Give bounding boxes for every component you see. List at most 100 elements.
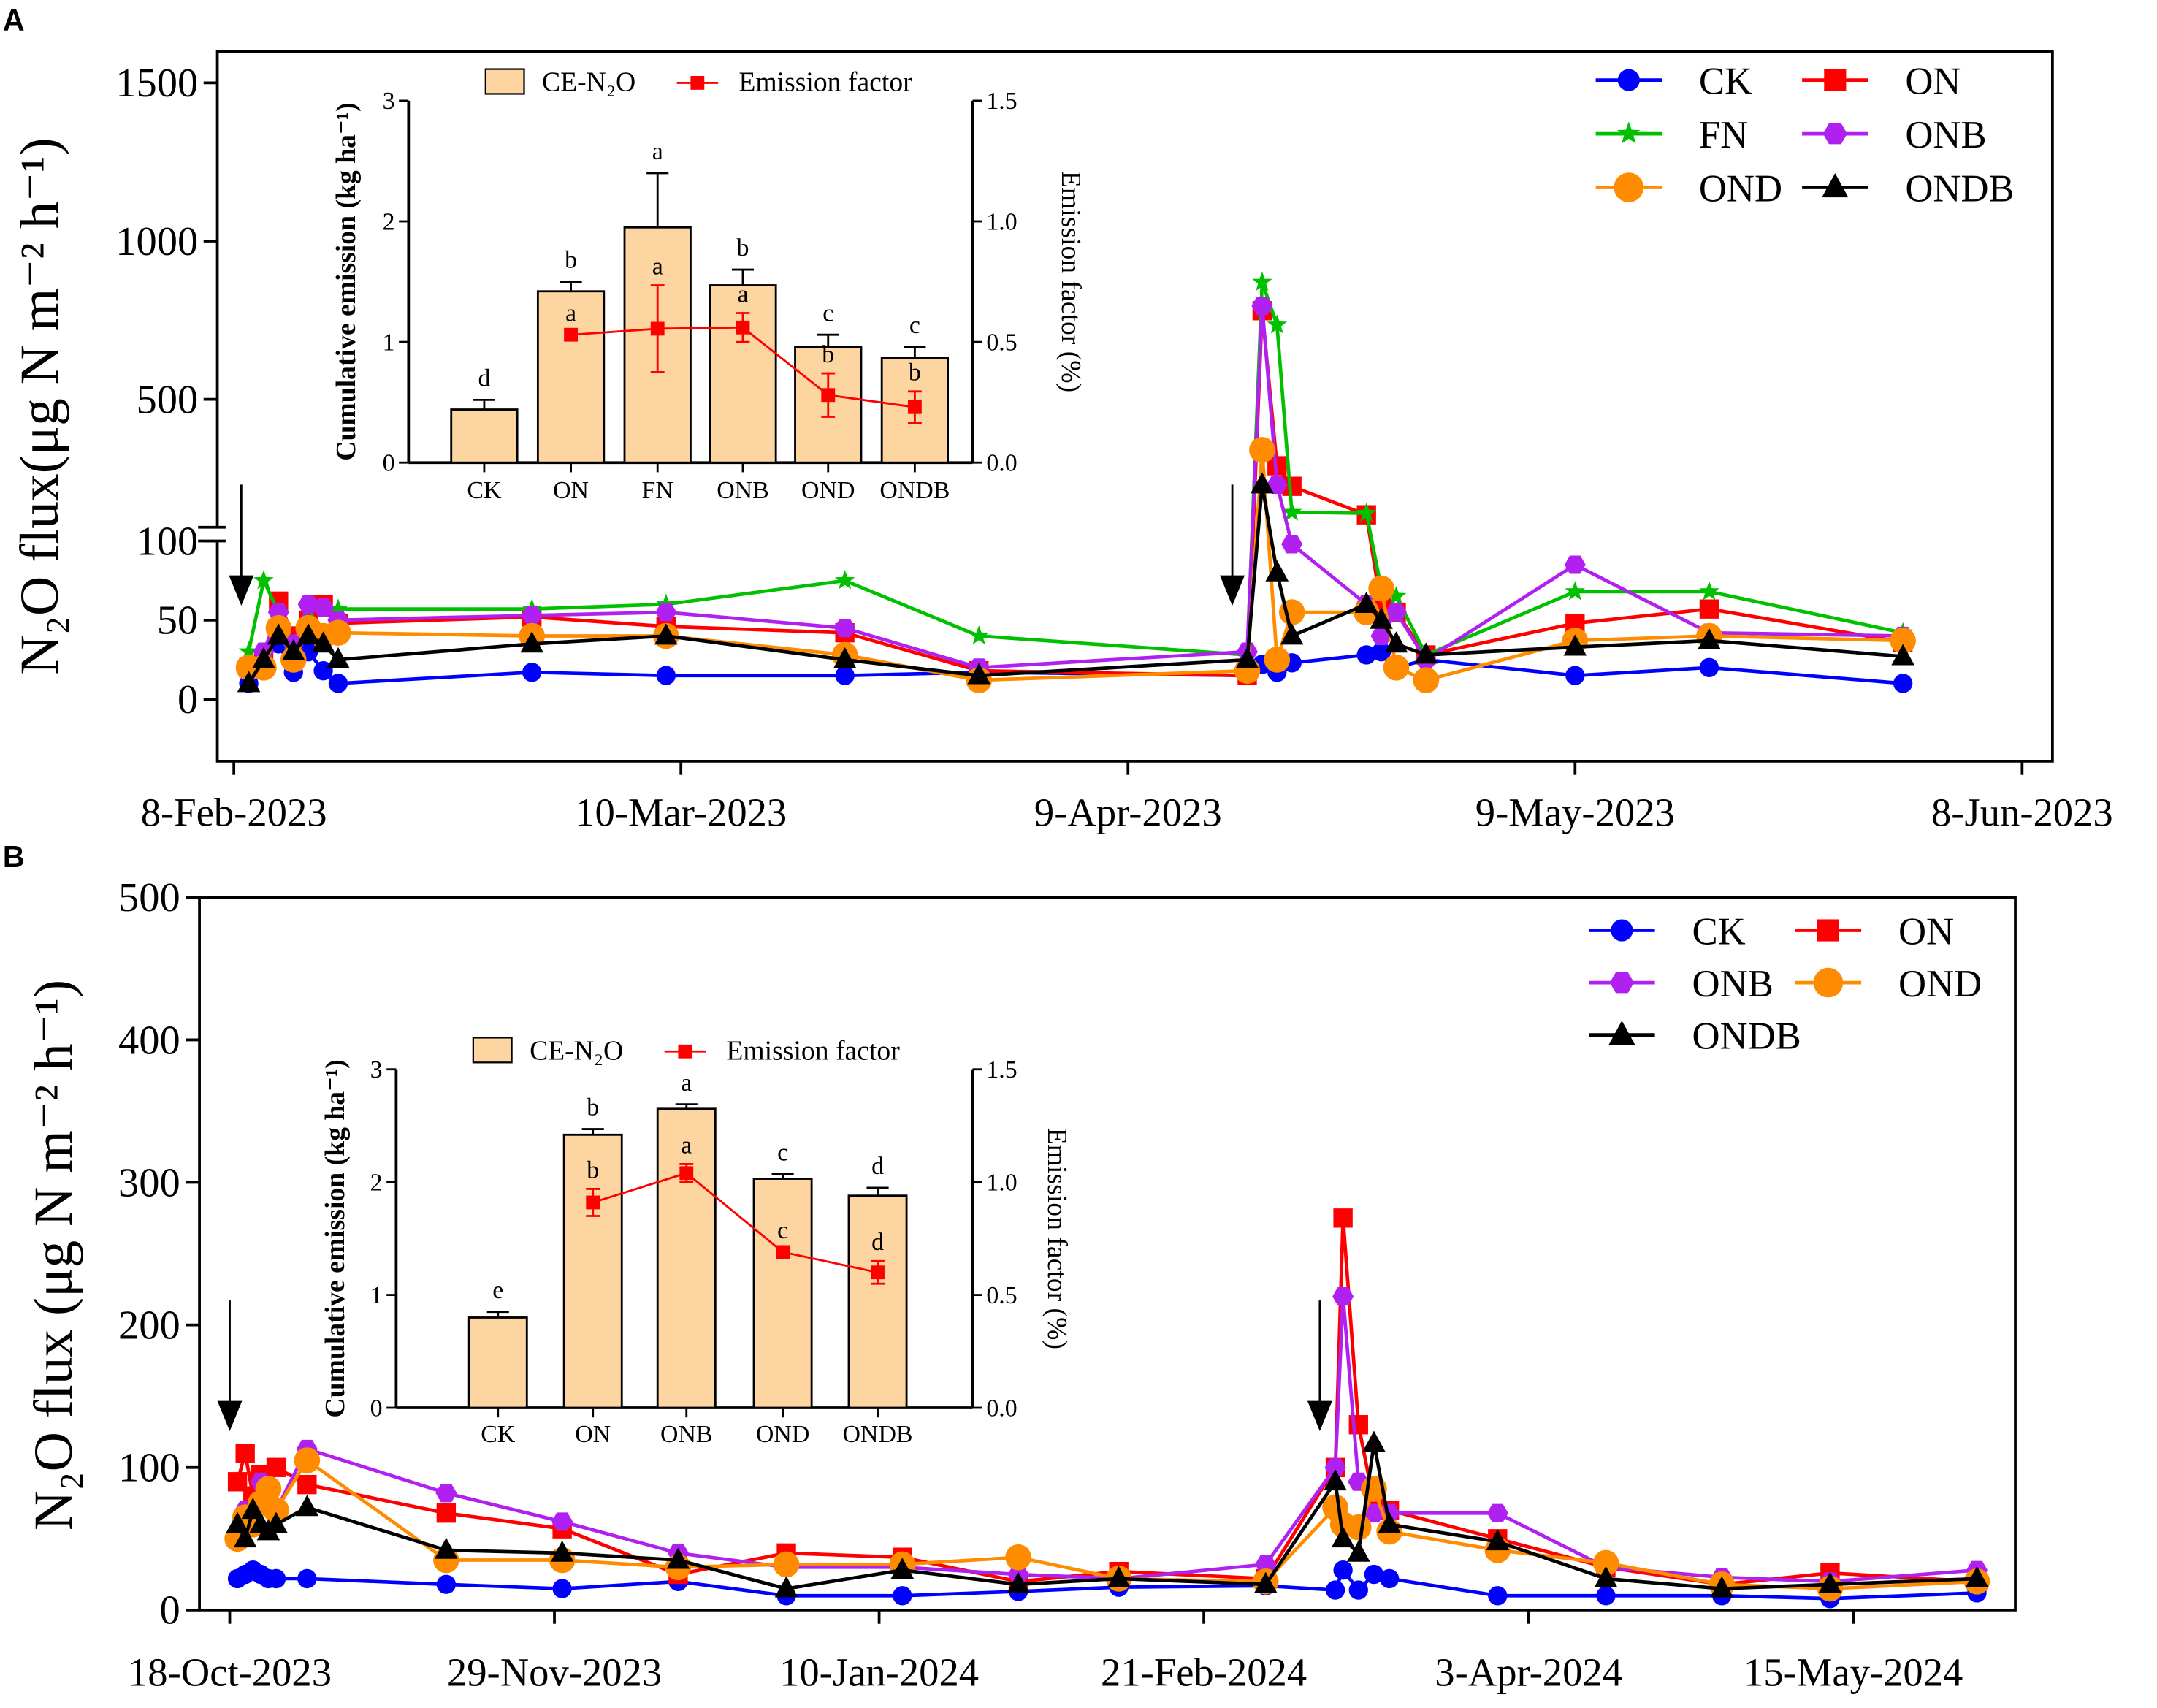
inset-y2-tick-label: 1.5: [986, 88, 1017, 115]
data-point: [1005, 1544, 1031, 1571]
legend-item-fn: FN: [1595, 114, 1748, 156]
data-point: [1486, 1529, 1510, 1551]
legend-item-ondb: ONDB: [1589, 1015, 1801, 1057]
data-point: [1324, 1458, 1346, 1477]
data-point: [833, 647, 857, 668]
x-tick-label: 8-Feb-2023: [141, 790, 327, 834]
data-point: [1710, 1576, 1734, 1598]
series-ondb: [226, 1430, 1989, 1598]
inset-x-tick-label: ON: [553, 477, 589, 504]
x-tick-label: 9-Apr-2023: [1034, 790, 1222, 834]
data-point: [435, 1484, 457, 1503]
panel-a-chart: 0 50 100 500 1000 1500 8-Feb-2023 10-Mar-2023 9-…: [9, 50, 2113, 834]
data-point: [1364, 1564, 1384, 1585]
data-point: [890, 1558, 915, 1579]
panel-letter-b: B: [3, 839, 25, 874]
inset-bar: [656, 1107, 717, 1409]
inset-y2-tick-label: 1.0: [986, 208, 1017, 235]
legend-label: ONB: [1905, 114, 1986, 156]
data-point: [263, 1497, 289, 1524]
inset-ef-letter: a: [737, 281, 748, 308]
inset-y2-tick-label: 1.0: [986, 1169, 1017, 1196]
data-point: [1249, 437, 1275, 463]
legend-item-ond: OND: [1795, 963, 1982, 1005]
inset-ef-point: [871, 1265, 885, 1280]
data-point: [967, 663, 991, 685]
data-point: [522, 663, 542, 682]
x-tick-label: 29-Nov-2023: [447, 1650, 662, 1694]
data-point: [226, 1511, 249, 1533]
y-tick-label: 1500: [115, 61, 198, 106]
data-point: [266, 1568, 286, 1589]
inset-y-tick-label: 2: [383, 208, 395, 235]
data-point: [1596, 1586, 1616, 1606]
data-point: [1414, 642, 1438, 664]
legend-item-on: ON: [1802, 60, 1961, 102]
y-axis-label: N₂O flux (μg N m⁻² h⁻¹): [23, 980, 84, 1530]
inset-bar: [562, 1133, 623, 1409]
y-tick-label: 100: [118, 1446, 180, 1491]
inset-bar: [536, 290, 606, 464]
data-point: [252, 647, 275, 668]
inset-ef-letter: d: [871, 1229, 884, 1256]
inset-bar-letter: b: [737, 235, 749, 262]
data-point: [1379, 1568, 1400, 1589]
data-point: [1383, 655, 1410, 681]
inset-y2-tick-label: 0.5: [986, 1282, 1017, 1309]
inset-legend-bar-label: CE-N₂O: [542, 67, 635, 98]
inset-ef-point: [736, 320, 750, 335]
data-point: [1565, 666, 1585, 685]
inset-y-tick-label: 0: [370, 1395, 383, 1422]
data-point: [1252, 271, 1272, 291]
data-point: [1331, 1526, 1355, 1548]
inset-bar: [450, 408, 519, 464]
inset-y2-tick-label: 1.5: [986, 1056, 1017, 1083]
inset-ef-point: [650, 321, 665, 336]
data-point: [1818, 1571, 1842, 1593]
y-tick-label: 300: [118, 1160, 180, 1205]
x-tick-label: 10-Jan-2024: [779, 1650, 979, 1694]
data-point: [654, 623, 678, 645]
y-tick-label: 50: [157, 598, 198, 644]
data-point: [1614, 172, 1644, 202]
inset-legend-bar-label: CE-N₂O: [530, 1036, 623, 1067]
data-point: [255, 1476, 282, 1502]
data-point: [1822, 172, 1849, 198]
series-ond: [235, 437, 1916, 693]
y-tick-label: 400: [118, 1018, 180, 1063]
data-point: [1368, 575, 1394, 602]
data-point: [1617, 69, 1640, 91]
data-point: [1965, 1566, 1989, 1587]
data-point: [1616, 121, 1641, 144]
data-point: [834, 570, 855, 590]
data-point: [1253, 1571, 1278, 1593]
inset-x-tick-label: OND: [756, 1421, 809, 1448]
inset-bar-letter: d: [871, 1153, 884, 1180]
inset-legend-line-label: Emission factor: [726, 1036, 900, 1067]
data-point: [1592, 1549, 1619, 1577]
legend-item-on: ON: [1795, 910, 1954, 953]
inset-x-tick-label: ONDB: [843, 1421, 913, 1448]
inset-bar-chart: 0 0.0 1 0.5 2 1.0 3 1.5 Cumulative emission (kg …: [320, 1036, 1072, 1449]
y-axis-label: N₂O flux(μg N m⁻² h⁻¹): [9, 137, 70, 674]
inset-legend-bar-swatch: [472, 1037, 513, 1064]
y-tick-label: 500: [136, 377, 198, 422]
inset-y-tick-label: 1: [370, 1282, 383, 1309]
data-point: [294, 1447, 321, 1473]
inset-y-tick-label: 2: [370, 1169, 383, 1196]
inset-bar-letter: a: [681, 1070, 692, 1097]
data-point: [281, 639, 305, 661]
inset-ef-point: [776, 1245, 790, 1259]
inset-x-tick-label: ONDB: [879, 477, 950, 504]
data-point: [235, 1444, 255, 1463]
legend-item-onb: ONB: [1589, 963, 1774, 1005]
data-point: [253, 570, 274, 590]
data-point: [1893, 674, 1913, 693]
data-point: [1346, 1540, 1370, 1562]
inset-ef-letter: a: [652, 253, 663, 280]
inset-ef-point: [586, 1195, 600, 1210]
data-point: [1563, 634, 1587, 656]
inset-x-tick-label: CK: [467, 477, 502, 504]
inset-y2-tick-label: 0.0: [986, 1395, 1017, 1422]
inset-bar: [847, 1194, 908, 1409]
